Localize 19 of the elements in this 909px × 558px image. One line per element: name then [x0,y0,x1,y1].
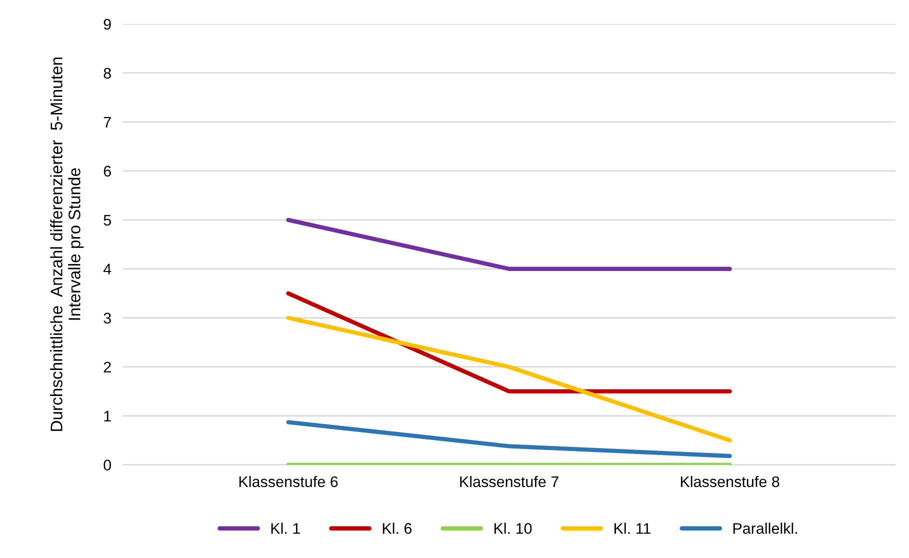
y-tick-label: 7 [104,116,111,128]
y-tick-label: 0 [104,460,112,470]
y-tick-label: 3 [104,312,111,324]
y-tick-label: 4 [103,264,112,274]
legend-label: Kl. 1 [271,522,300,534]
legend-label: Kl. 11 [614,522,650,534]
y-axis-title: Durchschnittliche Anzahl differenzierter 5-Minuten Intervalle pro Stunde [50,58,84,431]
y-tick-label: 8 [104,68,111,79]
y-tick-label: 5 [104,214,111,226]
y-tick-label: 9 [104,18,111,30]
x-tick-label: Klassenstufe 7 [460,476,558,488]
y-tick-label: 1 [104,410,111,422]
y-tick-label: 2 [104,362,111,372]
y-tick-label: 6 [104,166,111,177]
x-tick-label: Klassenstufe 8 [680,476,780,488]
legend-label: Kl. 10 [494,522,532,534]
legend-label: Parallelkl. [733,522,797,534]
legend-label: Kl. 6 [382,522,412,534]
x-tick-label: Klassenstufe 6 [239,476,338,488]
